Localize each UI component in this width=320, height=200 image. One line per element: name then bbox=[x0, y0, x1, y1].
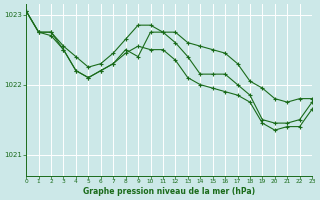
X-axis label: Graphe pression niveau de la mer (hPa): Graphe pression niveau de la mer (hPa) bbox=[83, 187, 255, 196]
